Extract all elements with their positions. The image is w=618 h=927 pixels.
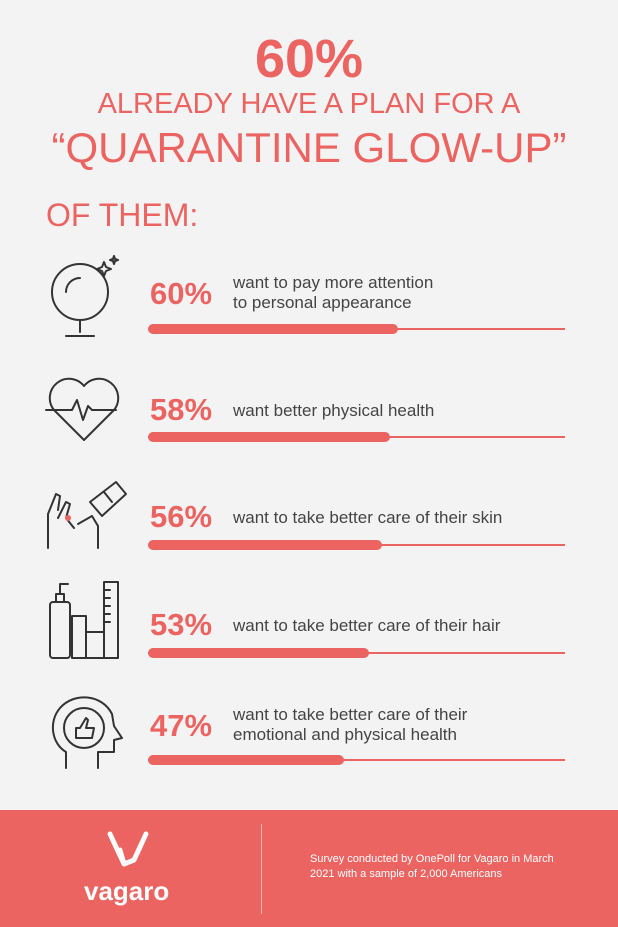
divider <box>261 824 262 914</box>
hands-icon <box>47 481 127 549</box>
category-label: want to take better care of their hair <box>233 616 501 635</box>
products-icon <box>49 581 119 659</box>
value-label: 60% <box>150 276 213 311</box>
heart-icon <box>45 377 120 441</box>
category-label: want to pay more attention to personal a… <box>233 273 434 312</box>
footer <box>0 810 618 927</box>
category-label: want to take better care of their emotio… <box>233 705 468 744</box>
logo: vagaro <box>84 876 170 906</box>
value-label: 56% <box>150 499 213 534</box>
mind-icon <box>51 696 123 769</box>
category-label: want better physical health <box>233 401 435 420</box>
bar <box>148 324 399 334</box>
bar <box>148 648 369 658</box>
bar <box>148 432 390 442</box>
section-label: OF THEM: <box>46 197 199 233</box>
value-label: 53% <box>150 607 213 642</box>
mirror-icon <box>51 255 119 337</box>
value-label: 47% <box>150 708 213 743</box>
logo-mark <box>107 831 149 867</box>
value-label: 58% <box>150 392 213 427</box>
category-label: want to take better care of their skin <box>233 508 503 527</box>
bar <box>148 540 382 550</box>
bar <box>148 755 344 765</box>
headline-number: 60% <box>254 29 364 89</box>
headline: “QUARANTINE GLOW-UP” <box>51 124 567 171</box>
subtitle: ALREADY HAVE A PLAN FOR A <box>97 88 521 120</box>
footnote: Survey conducted by OnePoll for Vagaro i… <box>310 853 554 880</box>
track <box>148 759 565 761</box>
